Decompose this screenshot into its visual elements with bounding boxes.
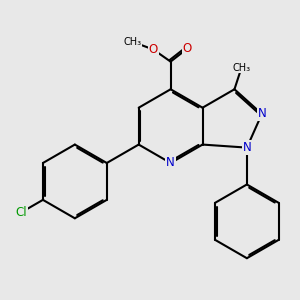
Text: Cl: Cl xyxy=(15,206,27,219)
Text: O: O xyxy=(148,43,158,56)
Text: N: N xyxy=(242,141,251,154)
Text: N: N xyxy=(257,107,266,120)
Text: N: N xyxy=(166,157,175,169)
Text: CH₃: CH₃ xyxy=(123,37,141,47)
Text: CH₃: CH₃ xyxy=(232,62,250,73)
Text: O: O xyxy=(183,42,192,55)
